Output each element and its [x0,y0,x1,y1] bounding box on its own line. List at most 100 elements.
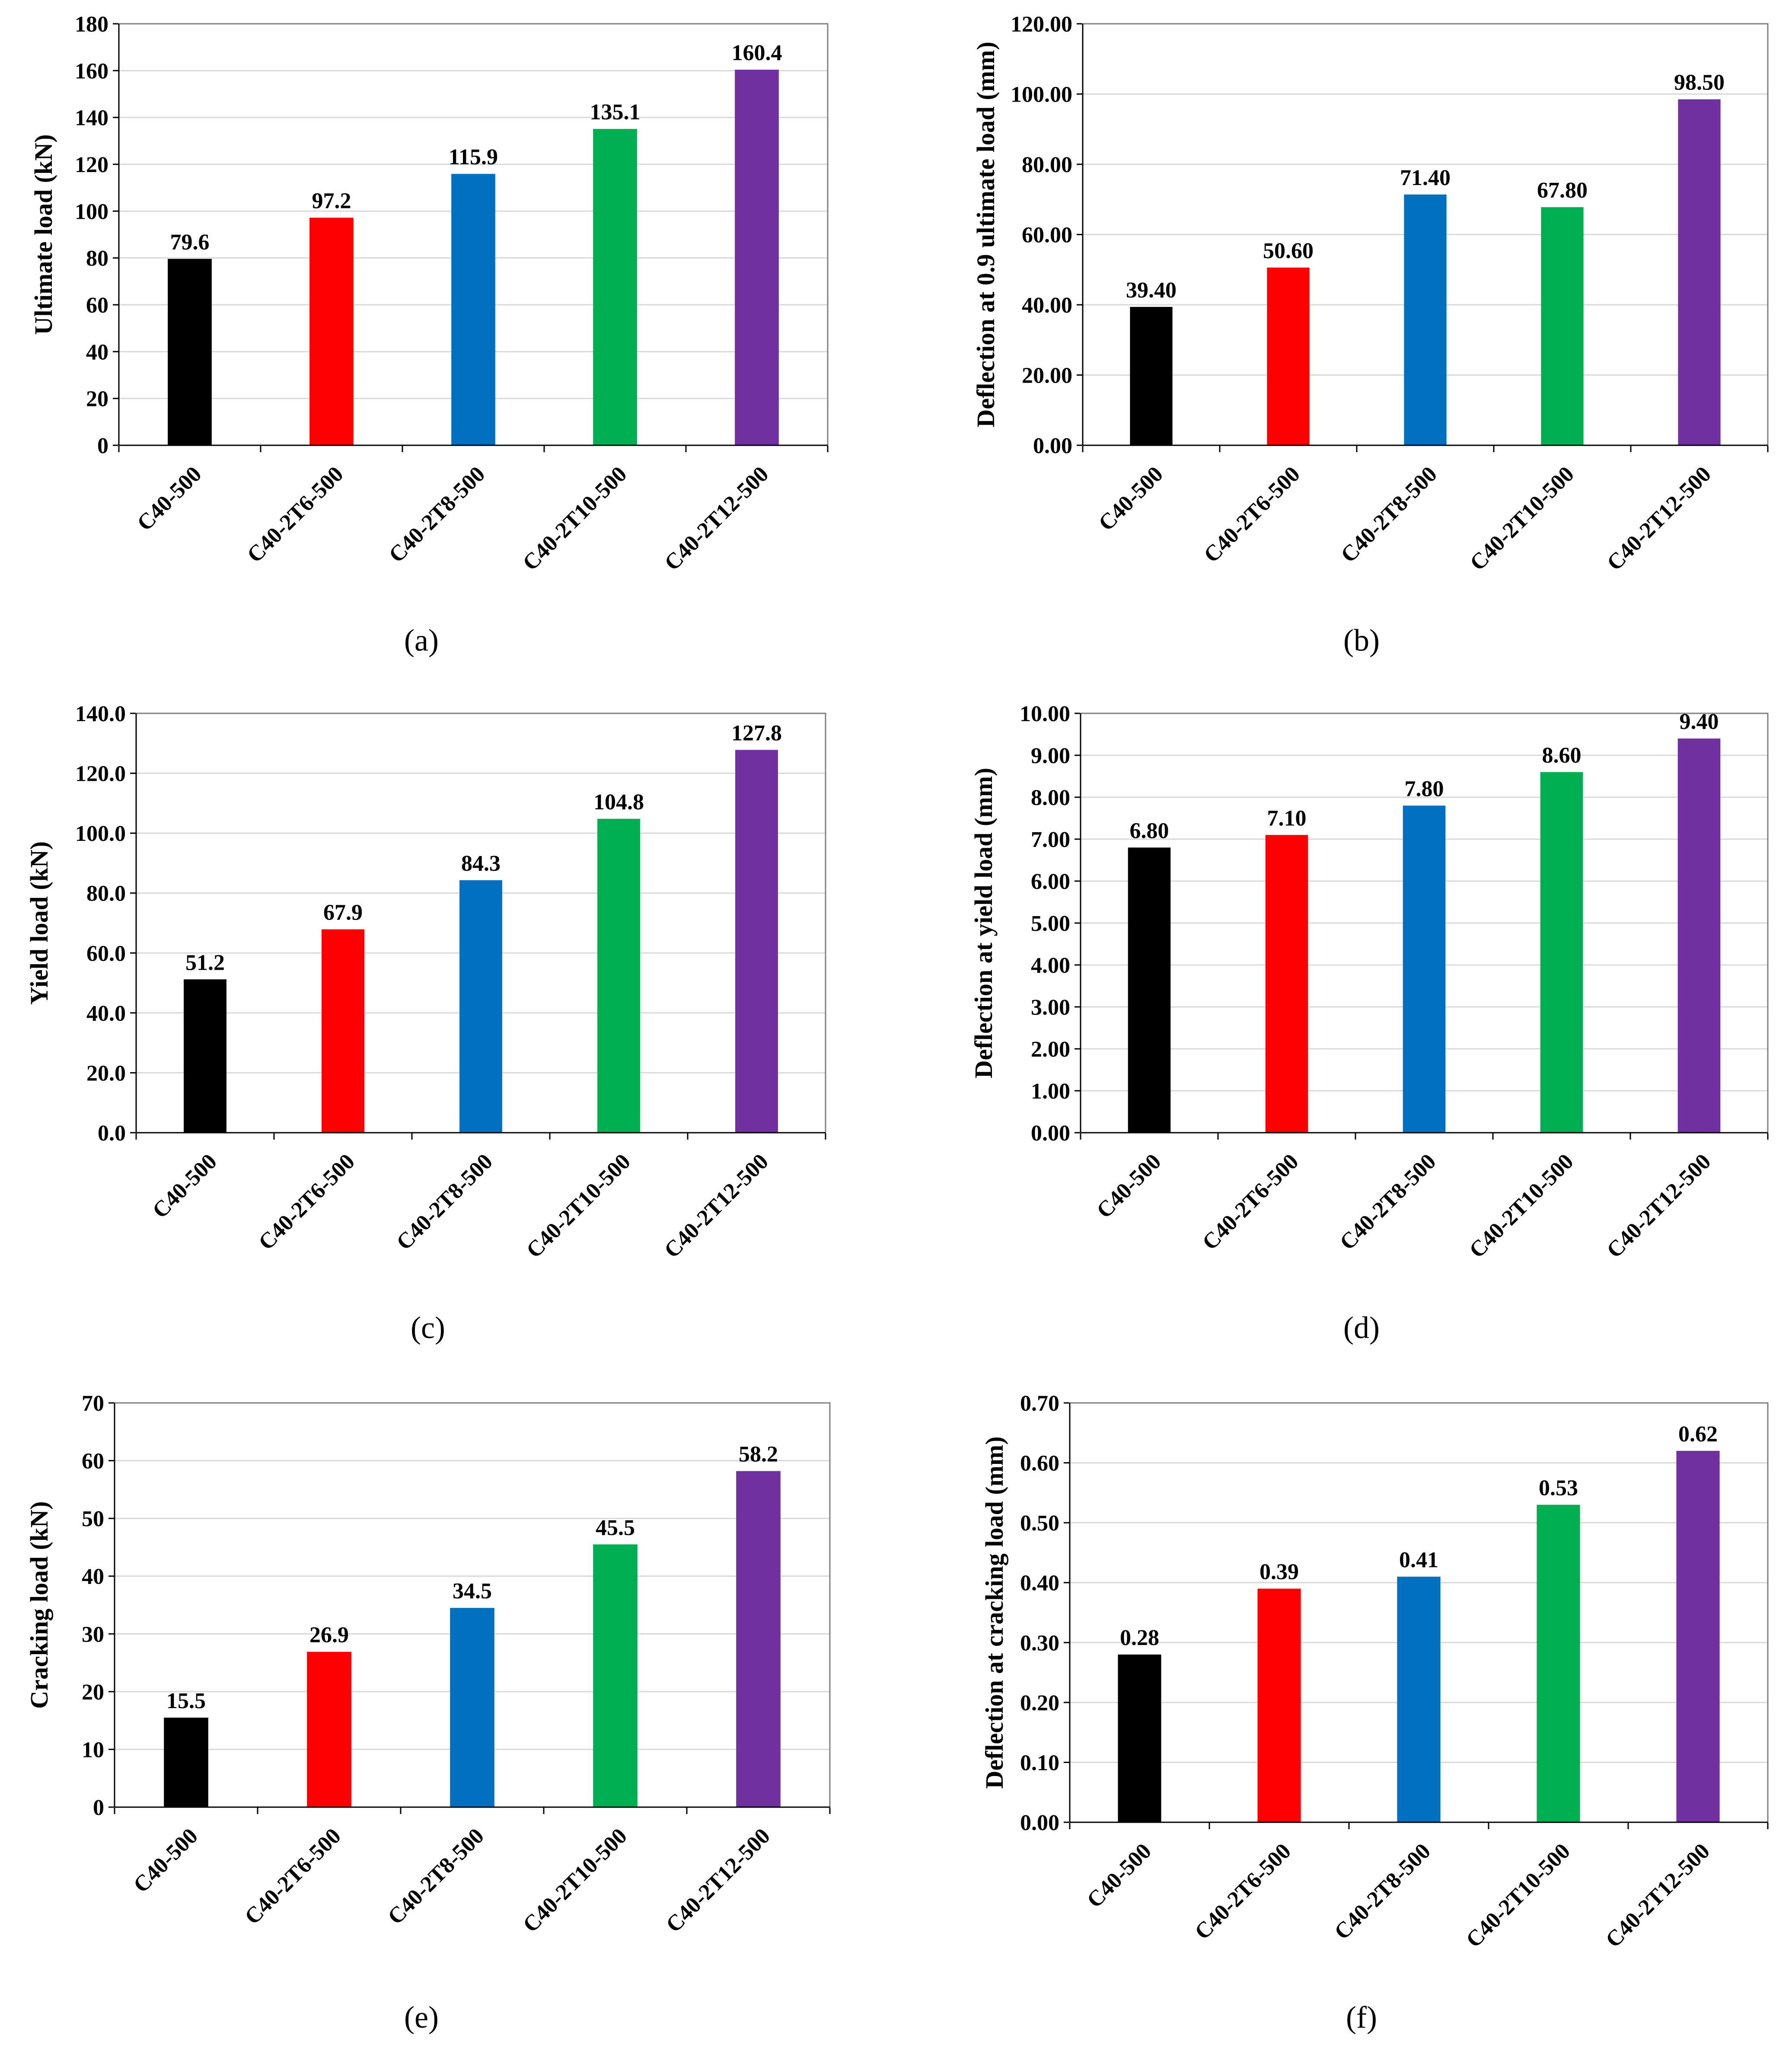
data-label: 39.40 [1126,278,1177,303]
y-tick-label: 50 [82,1507,104,1531]
y-tick-label: 40 [82,1565,104,1589]
y-tick-label: 3.00 [1031,995,1070,1020]
data-label: 45.5 [596,1515,635,1540]
y-tick-label: 0.60 [1020,1451,1059,1476]
y-tick-label: 0.00 [1020,1811,1059,1835]
bar-C40-500 [168,259,212,445]
y-tick-label: 10 [82,1738,104,1762]
data-label: 50.60 [1263,239,1314,263]
y-tick-label: 1.00 [1031,1079,1070,1104]
data-label: 0.53 [1539,1476,1578,1501]
category-label: C40-2T8-500 [1330,1839,1435,1945]
y-tick-label: 80 [86,246,108,271]
bar-C40-2T6-500 [1267,267,1310,445]
panel-label: (d) [1343,1310,1380,1345]
data-label: 0.39 [1260,1560,1299,1584]
category-label: C40-2T10-500 [1461,1839,1575,1952]
bar-C40-500 [184,979,226,1133]
bar-C40-2T12-500 [1678,99,1721,445]
y-tick-label: 80.00 [1022,153,1072,177]
bar-C40-500 [164,1717,208,1807]
y-tick-label: 100 [75,199,108,224]
y-axis-title: Deflection at cracking load (mm) [980,1436,1008,1789]
data-label: 127.8 [731,721,782,746]
y-tick-label: 20.0 [86,1061,126,1086]
bar-C40-2T12-500 [735,70,779,445]
panel-label: (b) [1343,623,1380,658]
y-tick-label: 7.00 [1031,827,1070,852]
bar-C40-2T8-500 [459,880,502,1133]
data-label: 34.5 [453,1579,492,1604]
bar-C40-2T8-500 [1404,194,1447,445]
y-tick-label: 10.00 [1020,702,1070,726]
y-tick-label: 9.00 [1031,744,1070,768]
y-axis-title: Ultimate load (kN) [29,134,57,335]
y-tick-label: 2.00 [1031,1037,1070,1062]
bar-C40-2T6-500 [1257,1588,1301,1822]
y-tick-label: 40.00 [1022,293,1072,318]
y-tick-label: 120.00 [1011,12,1072,37]
y-tick-label: 120.0 [75,762,126,786]
y-tick-label: 0.00 [1031,1121,1070,1146]
y-tick-label: 0.10 [1020,1751,1059,1775]
bar-C40-2T12-500 [736,1471,781,1807]
bar-C40-500 [1118,1655,1161,1822]
data-label: 97.2 [312,189,351,214]
data-label: 58.2 [739,1442,778,1467]
data-label: 104.8 [593,790,644,815]
data-label: 84.3 [461,851,501,876]
y-tick-label: 100.00 [1011,83,1072,107]
category-label: C40-2T6-500 [1190,1839,1296,1945]
y-tick-label: 8.00 [1031,786,1070,810]
data-label: 0.62 [1678,1422,1718,1447]
y-tick-label: 20.00 [1022,364,1072,388]
data-label: 160.4 [732,41,782,65]
y-tick-label: 5.00 [1031,911,1070,936]
panel-label: (f) [1346,2000,1377,2035]
bar-C40-2T8-500 [1397,1576,1441,1822]
y-axis-title: Cracking load (kN) [25,1501,53,1709]
data-label: 15.5 [166,1689,206,1713]
y-tick-label: 20 [82,1680,104,1705]
bar-C40-2T10-500 [1541,207,1584,445]
bar-C40-500 [1130,307,1173,445]
y-tick-label: 70 [82,1391,104,1416]
y-tick-label: 0.00 [1033,434,1072,458]
bar-C40-2T12-500 [1677,738,1721,1133]
bar-C40-2T6-500 [309,217,354,445]
y-tick-label: 160 [75,59,108,83]
y-tick-label: 100.0 [75,821,126,846]
bar-C40-2T6-500 [307,1652,351,1807]
y-tick-label: 20 [86,387,108,412]
y-tick-label: 40 [86,340,108,364]
y-axis-title: Deflection at 0.9 ultimate load (mm) [972,42,1000,427]
category-label: C40-500 [1082,1839,1156,1913]
data-label: 8.60 [1542,743,1582,768]
data-label: 51.2 [185,950,225,975]
data-label: 6.80 [1130,818,1169,843]
data-label: 7.10 [1267,806,1307,831]
y-tick-label: 60 [86,293,108,318]
y-tick-label: 0 [93,1795,104,1820]
bar-C40-2T12-500 [735,750,778,1133]
y-tick-label: 0.30 [1020,1631,1059,1655]
data-label: 115.9 [449,145,498,169]
bar-C40-2T6-500 [1265,835,1308,1133]
y-tick-label: 80.0 [86,882,126,906]
data-label: 98.50 [1674,70,1725,95]
y-axis-title: Yield load (kN) [25,841,53,1005]
bar-C40-2T10-500 [1540,772,1583,1133]
bar-C40-2T6-500 [322,929,364,1133]
y-tick-label: 0.0 [98,1121,126,1146]
y-tick-label: 60.0 [86,941,126,966]
y-tick-label: 140.0 [75,702,126,726]
y-tick-label: 0 [97,434,108,458]
y-tick-label: 60 [82,1449,104,1474]
bar-C40-2T10-500 [597,818,640,1133]
y-tick-label: 60.00 [1022,223,1072,248]
panel-label: (e) [404,2000,439,2035]
